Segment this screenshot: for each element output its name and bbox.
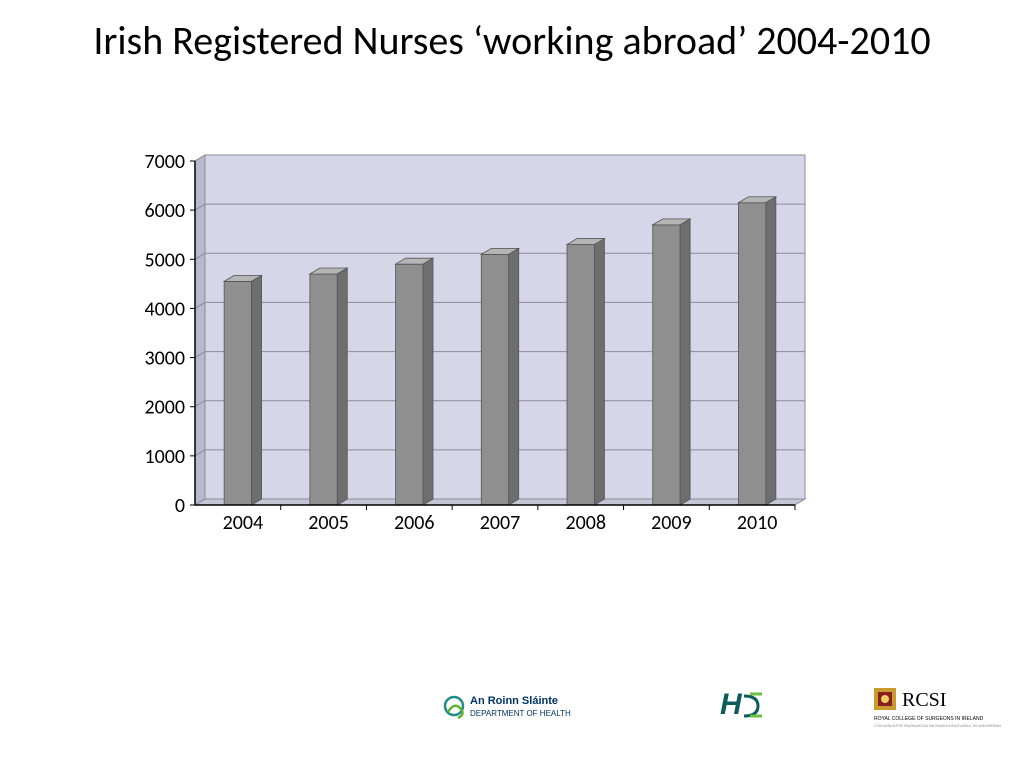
bar xyxy=(567,245,594,505)
footer-logos: An Roinn Sláinte DEPARTMENT OF HEALTH H … xyxy=(0,680,1024,740)
x-tick-label: 2006 xyxy=(394,511,435,535)
dept-health-line2: DEPARTMENT OF HEALTH xyxy=(470,709,571,718)
x-tick-label: 2010 xyxy=(737,511,778,535)
bar xyxy=(481,254,508,505)
rcsi-line2: ROYAL COLLEGE OF SURGEONS IN IRELAND xyxy=(874,716,984,722)
x-tick-label: 2005 xyxy=(308,511,349,535)
bar-chart: 0 1000 2000 3000 4000 5000 6000 7000 2004 2005 200… xyxy=(115,145,815,545)
svg-text:0: 0 xyxy=(175,494,185,518)
x-tick-label: 2009 xyxy=(651,511,692,535)
svg-text:2000: 2000 xyxy=(144,396,185,420)
x-tick-label: 2004 xyxy=(223,511,264,535)
x-tick-label: 2007 xyxy=(480,511,521,535)
bar xyxy=(396,264,423,505)
svg-text:H: H xyxy=(720,688,743,721)
svg-text:4000: 4000 xyxy=(144,297,185,321)
slide-title: Irish Registered Nurses ‘working abroad’… xyxy=(0,0,1024,64)
bar xyxy=(653,225,680,505)
rcsi-logo: RCSI ROYAL COLLEGE OF SURGEONS IN IRELAN… xyxy=(870,682,1010,735)
svg-text:5000: 5000 xyxy=(144,248,185,272)
svg-text:3000: 3000 xyxy=(144,347,185,371)
x-tick-label: 2008 xyxy=(565,511,606,535)
bar xyxy=(738,203,765,505)
svg-text:6000: 6000 xyxy=(144,199,185,223)
bar xyxy=(224,281,251,505)
svg-text:1000: 1000 xyxy=(144,445,185,469)
rcsi-line1: RCSI xyxy=(902,689,946,711)
svg-text:7000: 7000 xyxy=(144,150,185,174)
svg-text:COL\u00c1ISTE R\u00cdOGA NA M\: COL\u00c1ISTE R\u00cdOGA NA M\u00c1INLE\… xyxy=(874,723,1001,728)
bar xyxy=(310,274,337,505)
dept-health-logo: An Roinn Sláinte DEPARTMENT OF HEALTH xyxy=(440,688,600,731)
hse-logo: H xyxy=(720,686,780,729)
dept-health-line1: An Roinn Sláinte xyxy=(470,695,558,707)
